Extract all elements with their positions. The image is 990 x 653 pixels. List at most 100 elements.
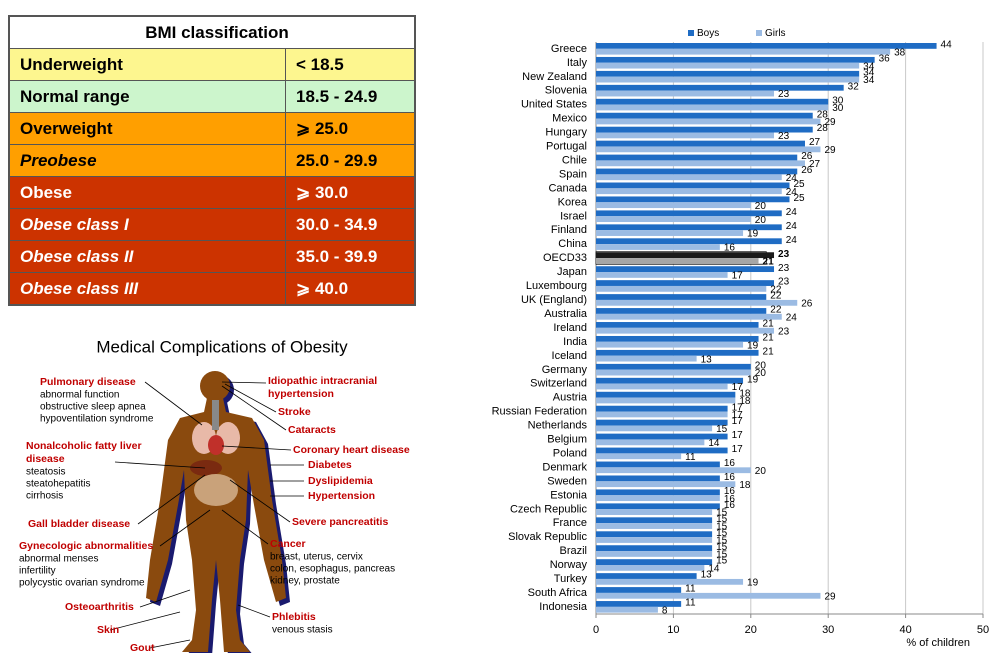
y-tick-label: Austria	[553, 392, 588, 404]
complication-detail: abnormal menses	[19, 554, 98, 565]
y-tick-label: Spain	[559, 168, 587, 180]
value-label: 26	[801, 298, 813, 309]
value-label: 30	[832, 103, 844, 114]
bar	[596, 593, 820, 599]
bar	[596, 551, 712, 557]
complication-detail: steatohepatitis	[26, 479, 91, 490]
complication-detail: kidney, prostate	[270, 576, 340, 587]
y-tick-label: France	[553, 517, 587, 529]
bar	[596, 183, 790, 189]
bar	[596, 71, 859, 77]
value-label: 21	[763, 257, 775, 268]
y-tick-label: Denmark	[542, 461, 587, 473]
y-tick-label: Germany	[542, 364, 588, 376]
bar	[596, 280, 774, 286]
complication-label: Dyslipidemia	[308, 475, 373, 487]
bar	[596, 495, 720, 501]
bar	[596, 133, 774, 139]
y-tick-label: Australia	[544, 308, 588, 320]
value-label: 17	[732, 416, 744, 427]
bar	[596, 545, 712, 551]
bar	[596, 509, 712, 515]
bar	[596, 272, 728, 278]
bar	[596, 57, 875, 63]
complication-detail: venous stasis	[272, 625, 333, 636]
bar	[596, 537, 712, 543]
bar	[596, 601, 681, 607]
complication-detail: abnormal function	[40, 390, 120, 401]
y-tick-label: Finland	[551, 224, 587, 236]
complication-label: Nonalcoholic fatty liver	[26, 440, 142, 452]
complication-label: Skin	[97, 624, 119, 636]
bar	[596, 119, 820, 125]
complication-label: Pulmonary disease	[40, 376, 136, 388]
y-tick-label: Sweden	[547, 475, 587, 487]
bar	[596, 141, 805, 147]
value-label: 19	[747, 229, 759, 240]
value-label: 20	[755, 201, 767, 212]
bar	[596, 462, 720, 468]
bar	[596, 406, 728, 412]
complication-detail: obstructive sleep apnea	[40, 402, 146, 413]
x-tick-label: 20	[745, 624, 757, 636]
value-label: 28	[817, 123, 829, 134]
complication-detail: polycystic ovarian syndrome	[19, 578, 145, 589]
bar	[596, 266, 774, 272]
bar	[596, 475, 720, 481]
bar	[596, 398, 735, 404]
value-label: 13	[701, 354, 713, 365]
value-label: 20	[755, 466, 767, 477]
y-tick-label: Italy	[567, 57, 588, 69]
y-tick-label: Russian Federation	[492, 406, 587, 418]
value-label: 19	[747, 340, 759, 351]
bar	[596, 439, 704, 445]
bar	[596, 244, 720, 250]
bar	[596, 448, 728, 454]
bar	[596, 503, 720, 509]
value-label: 36	[879, 53, 891, 64]
bar	[596, 336, 759, 342]
bar	[596, 252, 774, 258]
bar	[596, 378, 743, 384]
y-tick-label: South Africa	[528, 587, 588, 599]
y-tick-label: Chile	[562, 154, 587, 166]
bar	[596, 300, 797, 306]
bar	[596, 517, 712, 523]
y-tick-label: Slovak Republic	[508, 531, 587, 543]
legend-label: Girls	[765, 28, 786, 39]
y-tick-label: Belgium	[547, 434, 587, 446]
value-label: 26	[801, 165, 813, 176]
value-label: 29	[824, 145, 836, 156]
y-tick-label: Portugal	[546, 141, 587, 153]
bar	[596, 188, 782, 194]
value-label: 17	[732, 430, 744, 441]
bar	[596, 77, 859, 83]
complication-label: Gynecologic abnormalities	[19, 540, 153, 552]
y-tick-label: Ireland	[553, 322, 587, 334]
bar	[596, 579, 743, 585]
y-tick-label: Greece	[551, 43, 587, 55]
bar	[596, 308, 766, 314]
bar	[596, 49, 890, 55]
bar	[596, 412, 728, 418]
y-tick-label: Luxembourg	[526, 280, 587, 292]
bar	[596, 169, 797, 175]
bar	[596, 113, 813, 119]
bar	[596, 453, 681, 459]
value-label: 38	[894, 47, 906, 58]
value-label: 14	[708, 438, 720, 449]
legend-label: Boys	[697, 28, 719, 39]
bar	[596, 174, 782, 180]
page: BMI classification Underweight< 18.5Norm…	[0, 0, 990, 653]
x-tick-label: 10	[667, 624, 679, 636]
value-label: 23	[778, 249, 790, 260]
bar	[596, 294, 766, 300]
bar	[596, 356, 697, 362]
y-tick-label: India	[563, 336, 588, 348]
bar	[596, 559, 712, 565]
bar	[596, 286, 766, 292]
complication-label: Cancer	[270, 538, 306, 550]
bar	[596, 531, 712, 537]
value-label: 29	[824, 591, 836, 602]
bar	[596, 105, 828, 111]
